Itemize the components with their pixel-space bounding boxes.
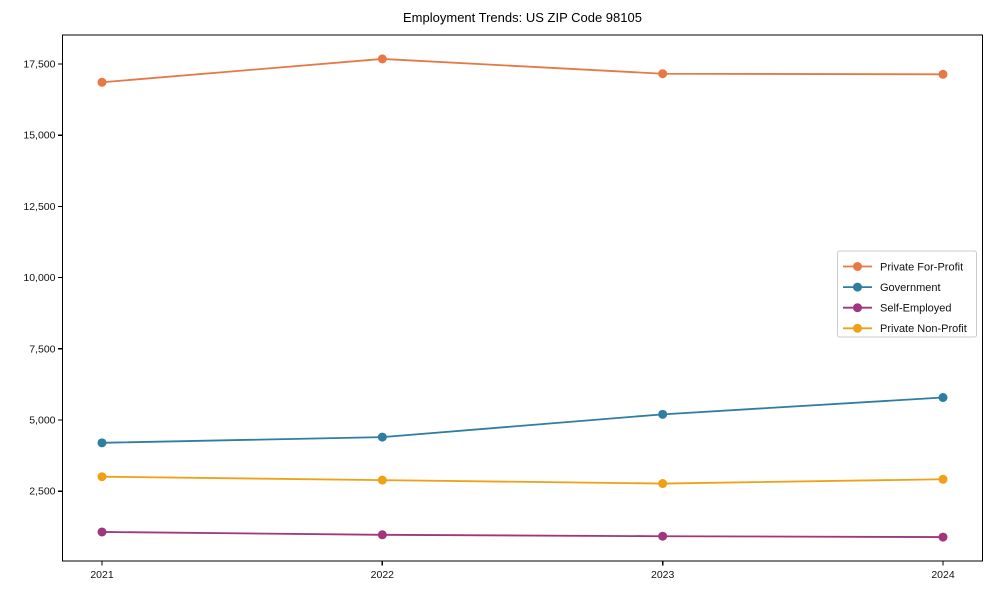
series-self-employed bbox=[97, 527, 948, 542]
data-point bbox=[938, 69, 948, 79]
y-tick-label: 15,000 bbox=[23, 130, 55, 142]
y-tick-label: 17,500 bbox=[23, 59, 55, 71]
legend-label: Government bbox=[880, 282, 941, 294]
series-line bbox=[101, 531, 944, 538]
data-point bbox=[97, 77, 107, 87]
data-point bbox=[377, 530, 387, 540]
data-point bbox=[97, 472, 107, 482]
y-tick-label: 2,500 bbox=[29, 486, 55, 498]
x-tick-label: 2022 bbox=[371, 569, 395, 581]
y-tick-label: 5,000 bbox=[29, 415, 55, 427]
legend-item: Private Non-Profit bbox=[843, 323, 967, 335]
data-point bbox=[97, 438, 107, 448]
y-tick-label: 12,500 bbox=[23, 201, 55, 213]
data-point bbox=[938, 532, 948, 542]
y-axis: 2,500 5,000 7,500 10,000 12,500 15,000 17,500 bbox=[23, 59, 63, 498]
data-point bbox=[938, 393, 948, 403]
data-point bbox=[658, 409, 668, 419]
legend-marker bbox=[853, 282, 862, 292]
series-line bbox=[101, 58, 944, 84]
data-point bbox=[377, 432, 387, 442]
series-private-non-profit bbox=[97, 472, 948, 489]
data-point bbox=[658, 69, 668, 79]
x-tick-label: 2023 bbox=[651, 569, 675, 581]
plot-border bbox=[61, 34, 984, 562]
legend-marker bbox=[853, 303, 862, 313]
series-government bbox=[97, 393, 948, 448]
legend-item: Self-Employed bbox=[843, 303, 952, 315]
chart-title: Employment Trends: US ZIP Code 98105 bbox=[403, 10, 642, 25]
legend: Private For-Profit Government Self-Employe… bbox=[837, 250, 977, 338]
y-tick-label: 7,500 bbox=[29, 343, 55, 355]
data-point bbox=[377, 475, 387, 485]
data-point bbox=[938, 474, 948, 484]
legend-label: Self-Employed bbox=[880, 303, 952, 315]
data-point bbox=[658, 479, 668, 489]
series-line bbox=[101, 475, 944, 485]
x-tick-label: 2024 bbox=[931, 569, 955, 581]
y-tick-label: 10,000 bbox=[23, 272, 55, 284]
legend-label: Private Non-Profit bbox=[880, 323, 967, 335]
legend-item: Government bbox=[843, 282, 941, 294]
legend-box bbox=[837, 250, 977, 338]
series-line bbox=[101, 396, 944, 444]
legend-marker bbox=[853, 262, 862, 271]
legend-item: Private For-Profit bbox=[843, 261, 963, 273]
legend-marker bbox=[853, 323, 862, 333]
legend-label: Private For-Profit bbox=[880, 261, 963, 273]
x-tick-label: 2021 bbox=[90, 569, 114, 581]
data-point bbox=[377, 54, 387, 64]
x-axis: 2021 2022 2023 2024 bbox=[90, 561, 955, 581]
data-point bbox=[658, 531, 668, 541]
series-private-for-profit bbox=[97, 54, 948, 87]
data-point bbox=[97, 527, 107, 537]
